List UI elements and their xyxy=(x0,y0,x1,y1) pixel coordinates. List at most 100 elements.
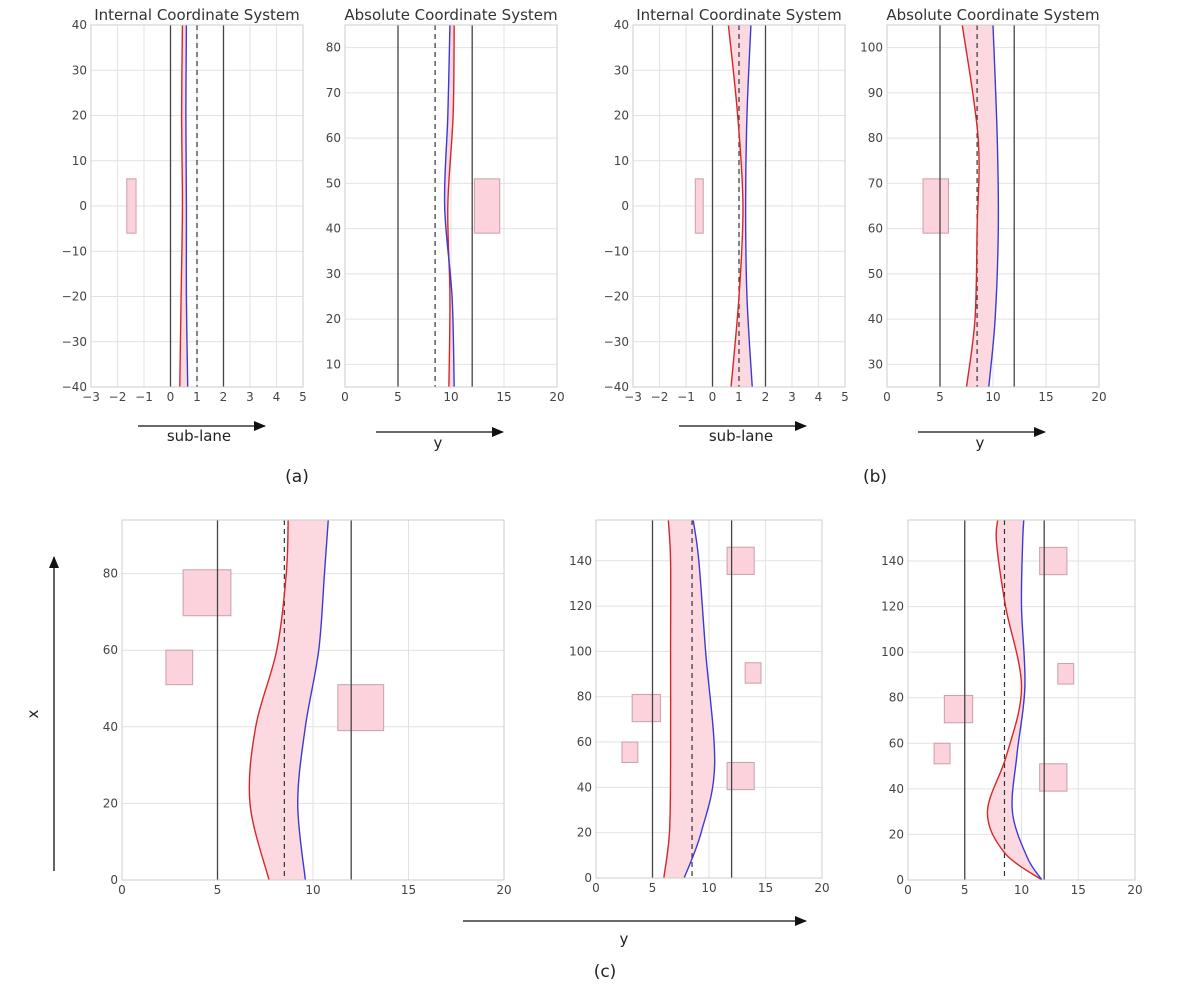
plot-b-absolute: 0 5 10 15 20 30 40 50 60 70 80 90 100 Absolute Coordi… xyxy=(860,6,1107,404)
obstacle xyxy=(621,741,639,763)
series-red xyxy=(986,520,1043,880)
corridor-band xyxy=(987,520,1042,880)
x-tick-label: −2 xyxy=(651,390,669,404)
plot-area xyxy=(922,25,1015,387)
series-red xyxy=(179,25,184,387)
x-tick-label: 10 xyxy=(985,390,1000,404)
y-tick-label: 20 xyxy=(889,827,904,841)
series-red xyxy=(447,25,455,387)
plot-title: Absolute Coordinate System xyxy=(886,6,1099,24)
y-tick-label: 0 xyxy=(110,873,118,887)
y-tick-label: 20 xyxy=(326,312,341,326)
plot-area xyxy=(621,520,762,878)
caption-b: (b) xyxy=(863,467,887,487)
plot-area xyxy=(694,25,767,387)
y-tick-label: 60 xyxy=(868,222,883,236)
x-tick-label: 15 xyxy=(1038,390,1053,404)
x-tick-label: 15 xyxy=(496,390,511,404)
arrow-label-a-sublane: sub-lane xyxy=(167,427,231,445)
arrow-label-a-y: y xyxy=(434,434,443,452)
arrow-label-c-x: x xyxy=(24,709,42,718)
obstacle xyxy=(126,178,137,234)
x-tick-label: 15 xyxy=(1071,883,1086,897)
y-tick-label: 140 xyxy=(881,554,904,568)
x-tick-label: 4 xyxy=(815,390,823,404)
y-tick-label: −40 xyxy=(62,380,87,394)
y-tick-label: 0 xyxy=(896,873,904,887)
x-tick-label: −3 xyxy=(624,390,642,404)
y-tick-label: −30 xyxy=(62,335,87,349)
x-tick-label: 5 xyxy=(299,390,307,404)
y-tick-label: 30 xyxy=(614,63,629,77)
x-tick-label: 10 xyxy=(305,883,320,897)
x-tick-label: 5 xyxy=(214,883,222,897)
plot-title: Absolute Coordinate System xyxy=(344,6,557,24)
captions: (a) (b) (c) xyxy=(285,467,887,982)
x-tick-label: 15 xyxy=(758,881,773,895)
y-tick-label: −10 xyxy=(604,244,629,258)
y-tick-label: 40 xyxy=(614,18,629,32)
x-tick-label: 0 xyxy=(592,881,600,895)
y-tick-label: −40 xyxy=(604,380,629,394)
x-tick-label: −3 xyxy=(82,390,100,404)
x-tick-label: 2 xyxy=(762,390,770,404)
y-tick-label: 70 xyxy=(868,176,883,190)
x-tick-label: 0 xyxy=(167,390,175,404)
obstacle xyxy=(631,693,661,723)
y-tick-label: 80 xyxy=(868,131,883,145)
x-tick-label: 1 xyxy=(735,390,743,404)
x-tick-label: 5 xyxy=(961,883,969,897)
y-tick-label: 0 xyxy=(621,199,629,213)
plot-b-internal: −3 −2 −1 0 1 2 3 4 5−40−30−20−10010203040Interna… xyxy=(604,6,849,404)
y-tick-label: 40 xyxy=(326,222,341,236)
y-tick-label: 30 xyxy=(326,267,341,281)
x-tick-label: 15 xyxy=(401,883,416,897)
plot-area xyxy=(126,25,225,387)
x-tick-label: 20 xyxy=(1127,883,1142,897)
x-tick-label: 0 xyxy=(709,390,717,404)
obstacle xyxy=(165,649,194,686)
obstacle xyxy=(933,742,951,765)
y-tick-label: 100 xyxy=(881,645,904,659)
y-tick-label: 60 xyxy=(577,735,592,749)
series-blue xyxy=(744,25,753,387)
y-tick-label: 60 xyxy=(326,131,341,145)
y-tick-label: 70 xyxy=(326,86,341,100)
x-tick-label: 20 xyxy=(549,390,564,404)
y-tick-label: 50 xyxy=(326,176,341,190)
x-tick-label: 3 xyxy=(788,390,796,404)
x-tick-label: −1 xyxy=(135,390,153,404)
y-tick-label: 140 xyxy=(569,554,592,568)
obstacle xyxy=(744,662,762,684)
y-tick-label: 100 xyxy=(860,41,883,55)
y-tick-label: 40 xyxy=(72,18,87,32)
obstacle xyxy=(922,178,949,234)
y-tick-label: 50 xyxy=(868,267,883,281)
x-tick-label: 20 xyxy=(814,881,829,895)
y-tick-label: 100 xyxy=(569,644,592,658)
y-tick-label: −10 xyxy=(62,244,87,258)
y-tick-label: 80 xyxy=(103,567,118,581)
arrow-label-b-sublane: sub-lane xyxy=(709,427,773,445)
x-tick-label: 5 xyxy=(841,390,849,404)
y-tick-label: 60 xyxy=(103,643,118,657)
y-tick-label: 0 xyxy=(584,871,592,885)
x-tick-label: 2 xyxy=(220,390,228,404)
y-tick-label: 80 xyxy=(889,691,904,705)
plot-title: Internal Coordinate System xyxy=(94,6,300,24)
x-tick-label: −2 xyxy=(109,390,127,404)
y-tick-label: 20 xyxy=(577,826,592,840)
x-tick-label: 20 xyxy=(496,883,511,897)
y-tick-label: 0 xyxy=(79,199,87,213)
y-tick-label: 20 xyxy=(72,109,87,123)
y-tick-label: 20 xyxy=(103,796,118,810)
series-blue xyxy=(297,520,329,880)
y-tick-label: −20 xyxy=(604,290,629,304)
series-red xyxy=(727,25,744,387)
series-blue xyxy=(1011,520,1043,880)
y-tick-label: −30 xyxy=(604,335,629,349)
plot-frame xyxy=(121,519,505,881)
x-tick-label: 10 xyxy=(443,390,458,404)
obstacle xyxy=(182,569,232,617)
